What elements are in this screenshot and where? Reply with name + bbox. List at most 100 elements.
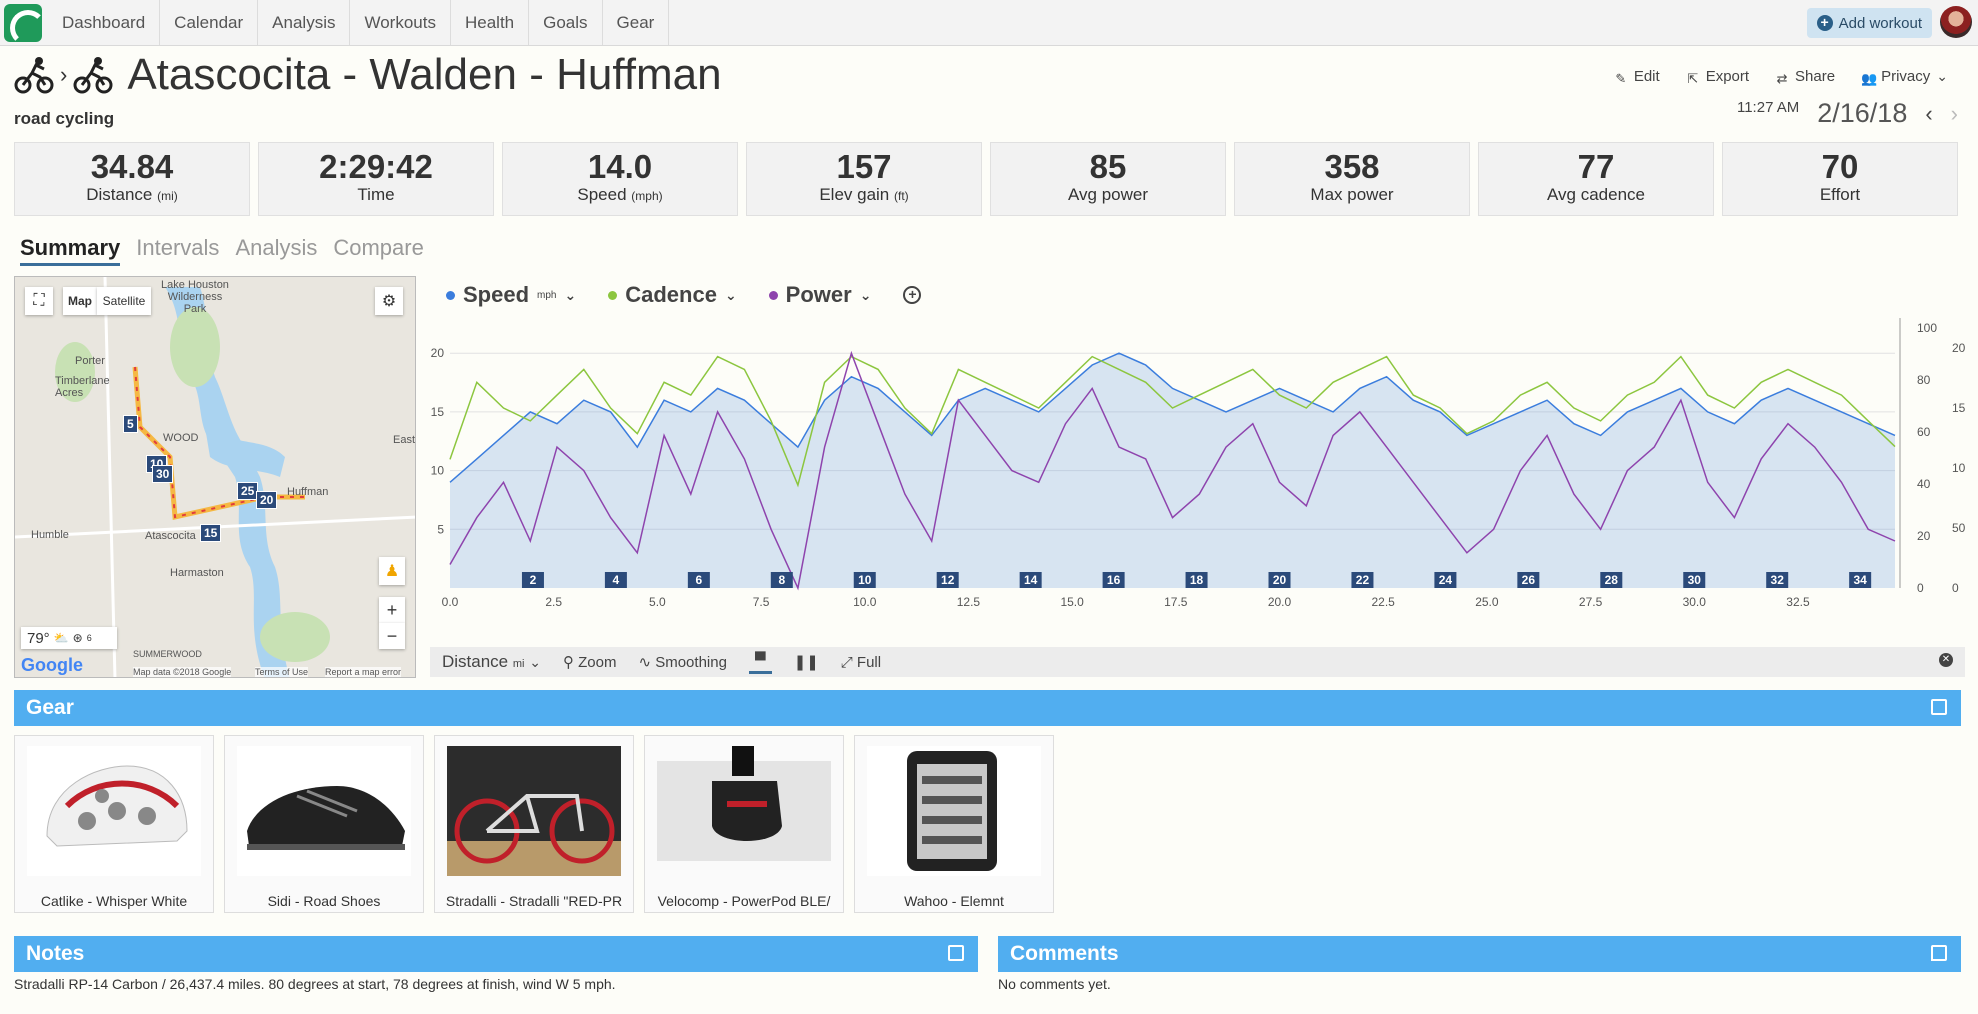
close-icon[interactable]: ✕ [1939, 653, 1953, 667]
privacy-dropdown[interactable]: 👥 Privacy ⌄ [1861, 68, 1948, 86]
map-type-satellite-button[interactable]: Satellite [97, 287, 151, 315]
y-right-tick-label: 100 [1917, 321, 1937, 335]
comments-text: No comments yet. [998, 976, 1111, 992]
mile-marker [1102, 572, 1125, 588]
stat-avg-power: 85 Avg power [990, 142, 1226, 216]
mile-marker-label: 26 [1522, 573, 1536, 587]
x-tick-label: 25.0 [1475, 595, 1499, 609]
nav-dashboard[interactable]: Dashboard [48, 0, 161, 45]
x-axis-select[interactable]: Distance mi ⌄ [442, 652, 541, 671]
tab-analysis[interactable]: Analysis [235, 235, 318, 260]
gear-item[interactable]: Catlike - Whisper White [14, 735, 214, 913]
workout-tabs: Summary Intervals Analysis Compare [20, 235, 424, 266]
stat-time: 2:29:42 Time [258, 142, 494, 216]
map-marker[interactable]: 20 [256, 491, 278, 509]
mile-marker [853, 572, 876, 588]
mile-marker-label: 20 [1273, 573, 1287, 587]
add-workout-button[interactable]: + Add workout [1806, 8, 1932, 38]
edit-gear-icon[interactable] [1931, 699, 1947, 715]
edit-button[interactable]: ✎ Edit [1615, 68, 1660, 86]
zoom-out-icon[interactable]: − [379, 623, 405, 649]
x-tick-label: 17.5 [1164, 595, 1188, 609]
legend-cadence[interactable]: Cadence ⌄ [608, 282, 737, 308]
zoom-in-icon[interactable]: + [379, 597, 405, 623]
gear-item[interactable]: Stradalli - Stradalli "RED-PR [434, 735, 634, 913]
y-tick-label: 10 [431, 464, 445, 478]
add-series-icon[interactable]: + [903, 286, 922, 304]
nav-calendar[interactable]: Calendar [160, 0, 259, 45]
full-button[interactable]: ⤢ Full [840, 653, 882, 671]
nav-goals[interactable]: Goals [529, 0, 603, 45]
workout-chart[interactable]: Speed mph ⌄ Cadence ⌄ Power ⌄ + 5 10 15 20 0 20 40… [430, 276, 1965, 676]
map-label-lake-houston: Lake Houston Wilderness Park [161, 279, 229, 315]
partly-cloudy-icon: ⛅ [53, 631, 69, 645]
legend-speed[interactable]: Speed mph ⌄ [446, 282, 576, 308]
shoe-image [237, 746, 411, 876]
mile-marker [1849, 572, 1872, 588]
nav-analysis[interactable]: Analysis [258, 0, 351, 45]
map-label-summerwood: SUMMERWOOD [133, 649, 202, 659]
chevron-down-icon: ⌄ [529, 654, 541, 670]
power-line [449, 350, 1896, 591]
comment-icon[interactable] [1931, 945, 1947, 961]
y-right-tick-label: 80 [1917, 373, 1931, 387]
y-right-tick-label: 60 [1917, 425, 1931, 439]
x-tick-label: 12.5 [957, 595, 981, 609]
stat-distance: 34.84 Distance (mi) [14, 142, 250, 216]
mile-marker-label: 34 [1853, 573, 1867, 587]
page-title: Atascocita - Walden - Huffman [127, 50, 722, 99]
smoothing-button[interactable]: ∿ Smoothing [638, 654, 727, 671]
map-label-east: East [393, 434, 416, 446]
nav-gear[interactable]: Gear [603, 0, 670, 45]
map-settings-gear-icon[interactable]: ⚙ [375, 287, 403, 315]
map-label-harmaston: Harmaston [170, 567, 224, 579]
title-row: › Atascocita - Walden - Huffman [14, 50, 722, 100]
chart-legend: Speed mph ⌄ Cadence ⌄ Power ⌄ + [446, 282, 922, 308]
comments-header: Comments [998, 936, 1961, 972]
stat-elev-gain: 157 Elev gain (ft) [746, 142, 982, 216]
street-view-pegman-icon[interactable]: ♟ [379, 557, 405, 585]
export-button[interactable]: ⇱ Export [1687, 68, 1750, 86]
notes-text: Stradalli RP-14 Carbon / 26,437.4 miles.… [14, 976, 616, 992]
gear-item[interactable]: Velocomp - PowerPod BLE/ [644, 735, 844, 913]
share-button[interactable]: ⇄ Share [1776, 68, 1836, 86]
y-tick-label: 15 [431, 405, 445, 419]
chevron-down-icon: ⌄ [1936, 68, 1948, 84]
tab-compare[interactable]: Compare [333, 235, 424, 260]
mile-marker-label: 8 [778, 573, 785, 587]
comment-toggle-icon[interactable]: ▀ [748, 650, 772, 674]
x-tick-label: 2.5 [545, 595, 562, 609]
tab-summary[interactable]: Summary [20, 235, 121, 266]
pause-icon[interactable]: ❚❚ [793, 654, 819, 671]
mile-marker-label: 14 [1024, 573, 1038, 587]
zoom-button[interactable]: ⚲ Zoom [562, 654, 617, 671]
tab-intervals[interactable]: Intervals [136, 235, 220, 260]
nav-workouts[interactable]: Workouts [350, 0, 451, 45]
nav-health[interactable]: Health [451, 0, 530, 45]
map-report-link[interactable]: Report a map error [325, 667, 402, 677]
map-label-huffman: Huffman [287, 486, 329, 498]
map-label-wood: WOOD [163, 432, 199, 444]
avatar[interactable] [1940, 6, 1972, 38]
x-tick-label: 22.5 [1372, 595, 1396, 609]
legend-power[interactable]: Power ⌄ [768, 282, 871, 308]
wind-speed: 6 [86, 633, 92, 643]
route-map[interactable]: ⛶ Map Satellite ⚙ Lake Houston Wildernes… [14, 276, 416, 678]
map-terms-link[interactable]: Terms of Use [255, 667, 309, 677]
map-marker[interactable]: 15 [200, 524, 222, 542]
chart-plot[interactable]: 51015200204060801000501001502000.02.55.0… [430, 318, 1965, 648]
mile-marker [1268, 572, 1291, 588]
mile-marker-label: 32 [1771, 573, 1785, 587]
fullscreen-icon[interactable]: ⛶ [25, 287, 53, 315]
prev-workout-icon[interactable]: ‹ [1925, 100, 1933, 126]
edit-notes-icon[interactable] [948, 945, 964, 961]
next-workout-icon[interactable]: › [1950, 100, 1958, 126]
app-logo-icon[interactable] [4, 4, 42, 42]
gear-item[interactable]: Wahoo - Elemnt [854, 735, 1054, 913]
speed-line [449, 352, 1896, 483]
map-marker[interactable]: 5 [123, 415, 138, 433]
x-tick-label: 32.5 [1786, 595, 1810, 609]
map-type-map-button[interactable]: Map [63, 287, 97, 315]
map-marker[interactable]: 30 [152, 465, 174, 483]
gear-item[interactable]: Sidi - Road Shoes [224, 735, 424, 913]
